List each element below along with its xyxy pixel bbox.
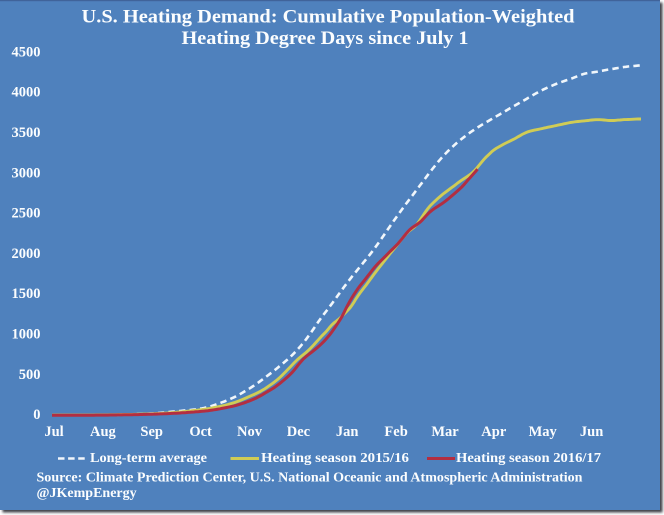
svg-text:Source: Climate Prediction Cen: Source: Climate Prediction Center, U.S. …	[37, 471, 583, 486]
svg-text:Mar: Mar	[431, 424, 459, 440]
svg-text:Sep: Sep	[140, 424, 163, 440]
svg-text:Oct: Oct	[189, 424, 212, 440]
svg-text:Heating season 2016/17: Heating season 2016/17	[456, 450, 601, 465]
svg-text:@JKempEnergy: @JKempEnergy	[37, 486, 137, 501]
svg-text:3500: 3500	[12, 125, 41, 141]
svg-text:Jun: Jun	[580, 424, 603, 440]
svg-text:3000: 3000	[12, 165, 41, 181]
svg-text:2000: 2000	[12, 246, 41, 262]
svg-text:May: May	[529, 424, 558, 440]
svg-text:500: 500	[19, 367, 41, 383]
svg-text:U.S. Heating Demand: Cumulativ: U.S. Heating Demand: Cumulative Populati…	[82, 7, 575, 28]
svg-text:Heating season 2015/16: Heating season 2015/16	[261, 450, 409, 465]
svg-text:4500: 4500	[12, 44, 41, 60]
svg-text:Feb: Feb	[384, 424, 407, 440]
svg-text:Heating Degree Days since July: Heating Degree Days since July 1	[182, 28, 469, 49]
svg-text:Nov: Nov	[237, 424, 263, 440]
svg-text:Dec: Dec	[287, 424, 311, 440]
svg-text:1500: 1500	[12, 286, 41, 302]
svg-text:2500: 2500	[12, 206, 41, 222]
svg-text:Long-term average: Long-term average	[90, 450, 207, 465]
svg-text:1000: 1000	[12, 327, 41, 343]
svg-text:Apr: Apr	[481, 424, 507, 440]
svg-text:0: 0	[33, 407, 40, 423]
svg-text:4000: 4000	[12, 85, 41, 101]
svg-text:Aug: Aug	[90, 424, 117, 440]
svg-text:Jan: Jan	[336, 424, 359, 440]
svg-text:Jul: Jul	[44, 424, 63, 440]
